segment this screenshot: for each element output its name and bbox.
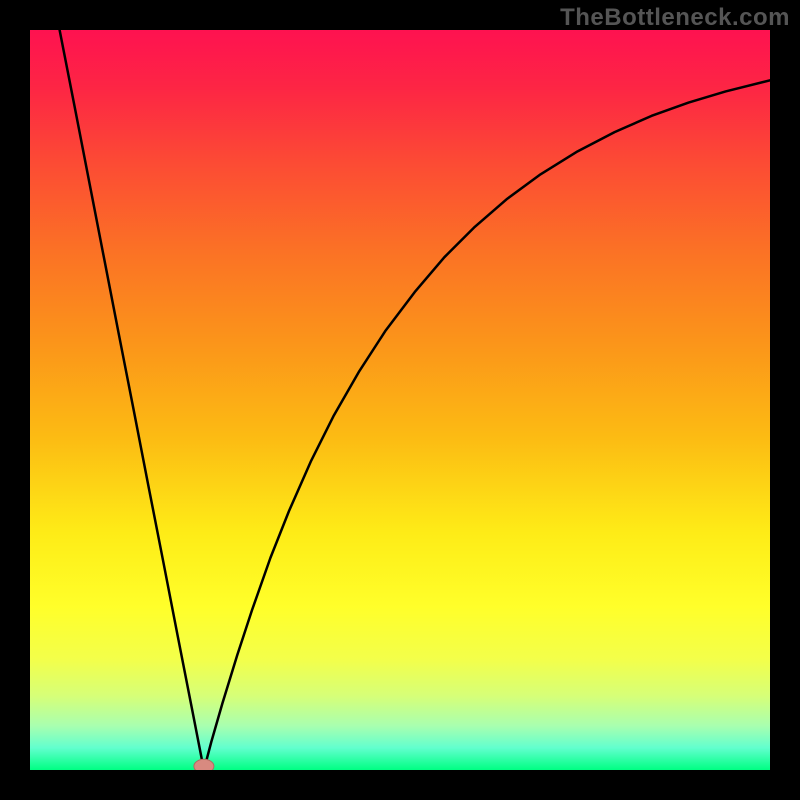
plot-area <box>30 30 770 770</box>
watermark-text: TheBottleneck.com <box>560 4 790 32</box>
minimum-marker <box>194 759 214 770</box>
gradient-background <box>30 30 770 770</box>
chart-frame: TheBottleneck.com <box>0 0 800 800</box>
plot-svg <box>30 30 770 770</box>
